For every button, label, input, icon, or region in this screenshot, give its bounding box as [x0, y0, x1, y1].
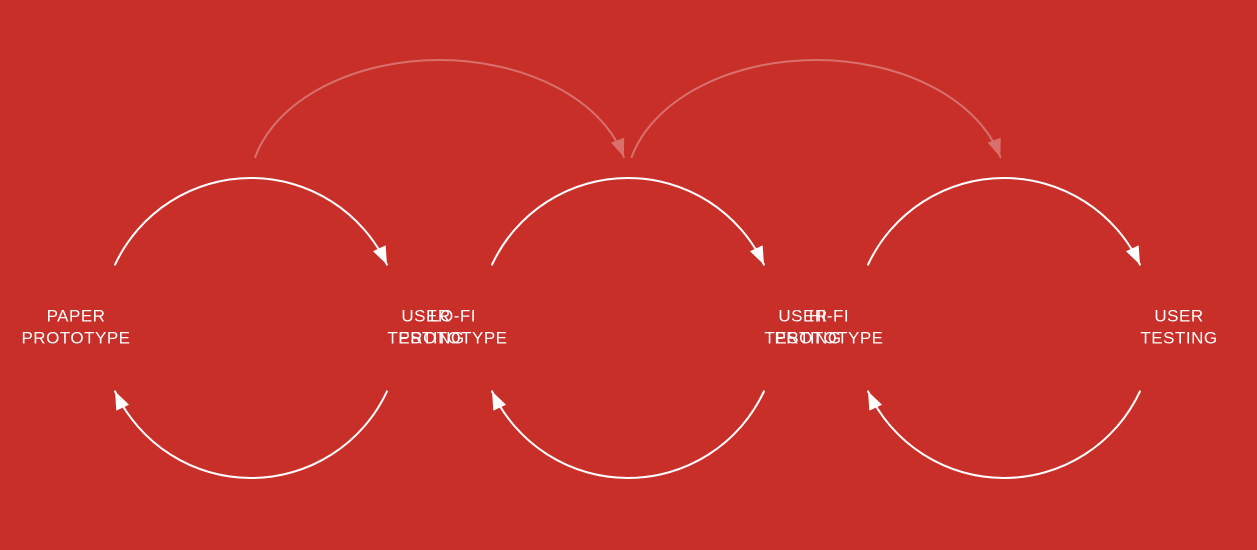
connector-arc [632, 60, 1001, 157]
arrowhead-icon [868, 391, 882, 410]
cycle-top-arc [115, 178, 387, 265]
cycle-right-label: USER [1154, 306, 1203, 325]
cycle-right-label: TESTING [1140, 328, 1217, 347]
cycle-left-label: PROTOTYPE [21, 328, 130, 347]
cycle-top-arc [492, 178, 764, 265]
cycle-bottom-arc [492, 391, 764, 478]
cycle-bottom-arc [868, 391, 1140, 478]
cycle-left-label: PROTOTYPE [774, 328, 883, 347]
cycle-left-label: LO-FI [430, 306, 476, 325]
cycle-top-arc [868, 178, 1140, 265]
diagram-stage: PAPERPROTOTYPEUSERTESTINGLO-FIPROTOTYPEU… [0, 0, 1257, 550]
arrowhead-icon [750, 245, 764, 264]
arrowhead-icon [115, 391, 129, 410]
cycle-left-label: HI-FI [809, 306, 849, 325]
cycle-left-label: PROTOTYPE [398, 328, 507, 347]
arrowhead-icon [611, 138, 624, 157]
arrowhead-icon [492, 391, 506, 410]
arrowhead-icon [1126, 245, 1140, 264]
arrowhead-icon [988, 138, 1001, 157]
arrowhead-icon [373, 245, 387, 264]
cycle-bottom-arc [115, 391, 387, 478]
cycle-left-label: PAPER [47, 306, 106, 325]
connector-arc [255, 60, 624, 157]
diagram-svg: PAPERPROTOTYPEUSERTESTINGLO-FIPROTOTYPEU… [0, 0, 1257, 550]
